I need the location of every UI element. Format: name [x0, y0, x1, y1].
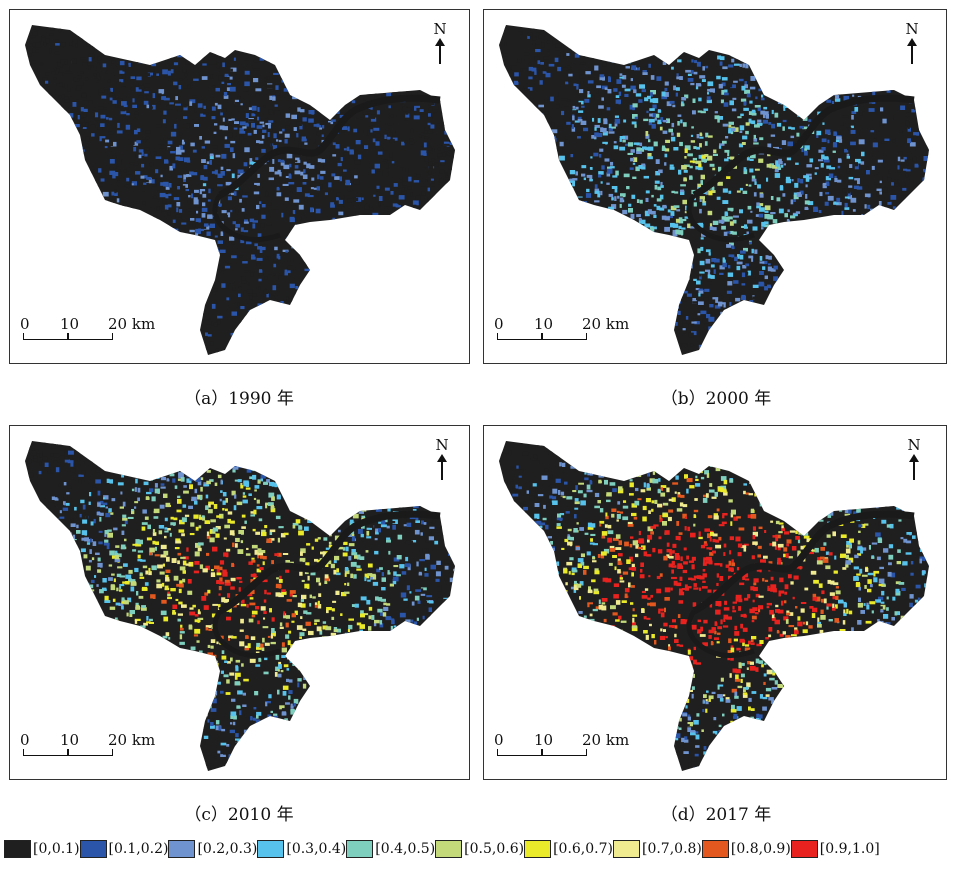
caption-2010: （c）2010 年: [184, 805, 294, 825]
map-panel-2010: N 0 10 20 km: [9, 425, 470, 780]
north-arrow-icon: [909, 454, 919, 480]
caption-1990: （a）1990 年: [184, 389, 294, 409]
caption-2000: （b）2000 年: [660, 389, 772, 409]
scale-tick-10: 10: [60, 315, 80, 333]
scale-bar: 0 10 20 km: [494, 315, 654, 340]
legend-label: [0.6,0.7): [553, 841, 613, 857]
legend-item: [0.1,0.2): [79, 840, 169, 858]
legend: [0,0.1) [0.1,0.2) [0.2,0.3) [0.3,0.4) [0.4,0…: [4, 840, 880, 858]
north-arrow: N: [430, 20, 450, 64]
legend-label: [0.8,0.9): [730, 841, 791, 857]
legend-label: [0,0.1): [33, 841, 80, 857]
river: [686, 609, 755, 658]
legend-label: [0.5,0.6): [464, 841, 525, 857]
scale-tick-0: 0: [20, 315, 30, 333]
scale-tick-10: 10: [60, 731, 80, 749]
scale-tick-10: 10: [534, 315, 554, 333]
legend-swatch: [524, 840, 552, 858]
legend-label: [0.7,0.8): [641, 841, 702, 857]
north-arrow: N: [904, 436, 924, 480]
north-arrow-icon: [435, 38, 445, 64]
map-1990: [25, 25, 455, 355]
legend-label: [0.4,0.5): [375, 841, 436, 857]
scale-bar: 0 10 20 km: [494, 731, 654, 756]
map-2010: [25, 441, 455, 771]
legend-item: [0.8,0.9): [701, 840, 791, 858]
legend-label: [0.9,1.0]: [819, 841, 880, 857]
legend-item: [0,0.1): [4, 840, 80, 858]
legend-item: [0.6,0.7): [524, 840, 613, 858]
legend-item: [0.7,0.8): [612, 840, 702, 858]
legend-swatch: [257, 840, 285, 858]
north-label: N: [905, 20, 919, 38]
scale-tick-20: 20 km: [108, 315, 156, 333]
scale-bar: 0 10 20 km: [20, 731, 180, 756]
scale-tick-20: 20 km: [108, 731, 156, 749]
legend-swatch: [4, 840, 31, 858]
legend-swatch: [79, 840, 107, 858]
river: [692, 510, 915, 615]
scale-bar-line: [497, 749, 587, 756]
scale-bar: 0 10 20 km: [20, 315, 180, 340]
caption-2017: （d）2017 年: [660, 805, 772, 825]
legend-item: [0.4,0.5): [346, 840, 435, 858]
legend-item: [0.5,0.6): [435, 840, 524, 858]
legend-item: [0.3,0.4): [257, 840, 346, 858]
map-panel-2017: N 0 10 20 km: [483, 425, 947, 780]
legend-label: [0.2,0.3): [197, 841, 258, 857]
river: [212, 193, 281, 242]
river: [686, 193, 755, 242]
scale-bar-line: [497, 333, 587, 340]
river: [212, 609, 281, 658]
north-label: N: [435, 436, 449, 454]
scale-tick-0: 0: [494, 731, 504, 749]
river: [218, 94, 441, 199]
map-panel-1990: N 0 10 20 km: [9, 9, 470, 364]
scale-tick-20: 20 km: [582, 315, 630, 333]
scale-bar-line: [23, 333, 113, 340]
scale-tick-0: 0: [20, 731, 30, 749]
legend-swatch: [701, 840, 729, 858]
region-outline: [499, 441, 929, 771]
legend-item: [0.2,0.3): [168, 840, 257, 858]
scale-tick-0: 0: [494, 315, 504, 333]
scale-tick-20: 20 km: [582, 731, 630, 749]
legend-item: [0.9,1.0]: [790, 840, 880, 858]
north-arrow-icon: [437, 454, 447, 480]
legend-label: [0.1,0.2): [108, 841, 169, 857]
river: [692, 94, 915, 199]
legend-label: [0.3,0.4): [286, 841, 347, 857]
legend-swatch: [435, 840, 463, 858]
north-arrow: N: [432, 436, 452, 480]
legend-swatch: [790, 840, 818, 858]
legend-swatch: [612, 840, 640, 858]
map-panel-2000: N 0 10 20 km: [483, 9, 947, 364]
north-arrow-icon: [907, 38, 917, 64]
map-2017: [499, 441, 929, 771]
legend-swatch: [168, 840, 196, 858]
region-outline: [25, 441, 455, 771]
map-2000: [499, 25, 929, 355]
river: [218, 510, 441, 615]
scale-tick-10: 10: [534, 731, 554, 749]
legend-swatch: [346, 840, 374, 858]
north-label: N: [433, 20, 447, 38]
north-arrow: N: [902, 20, 922, 64]
scale-bar-line: [23, 749, 113, 756]
north-label: N: [907, 436, 921, 454]
